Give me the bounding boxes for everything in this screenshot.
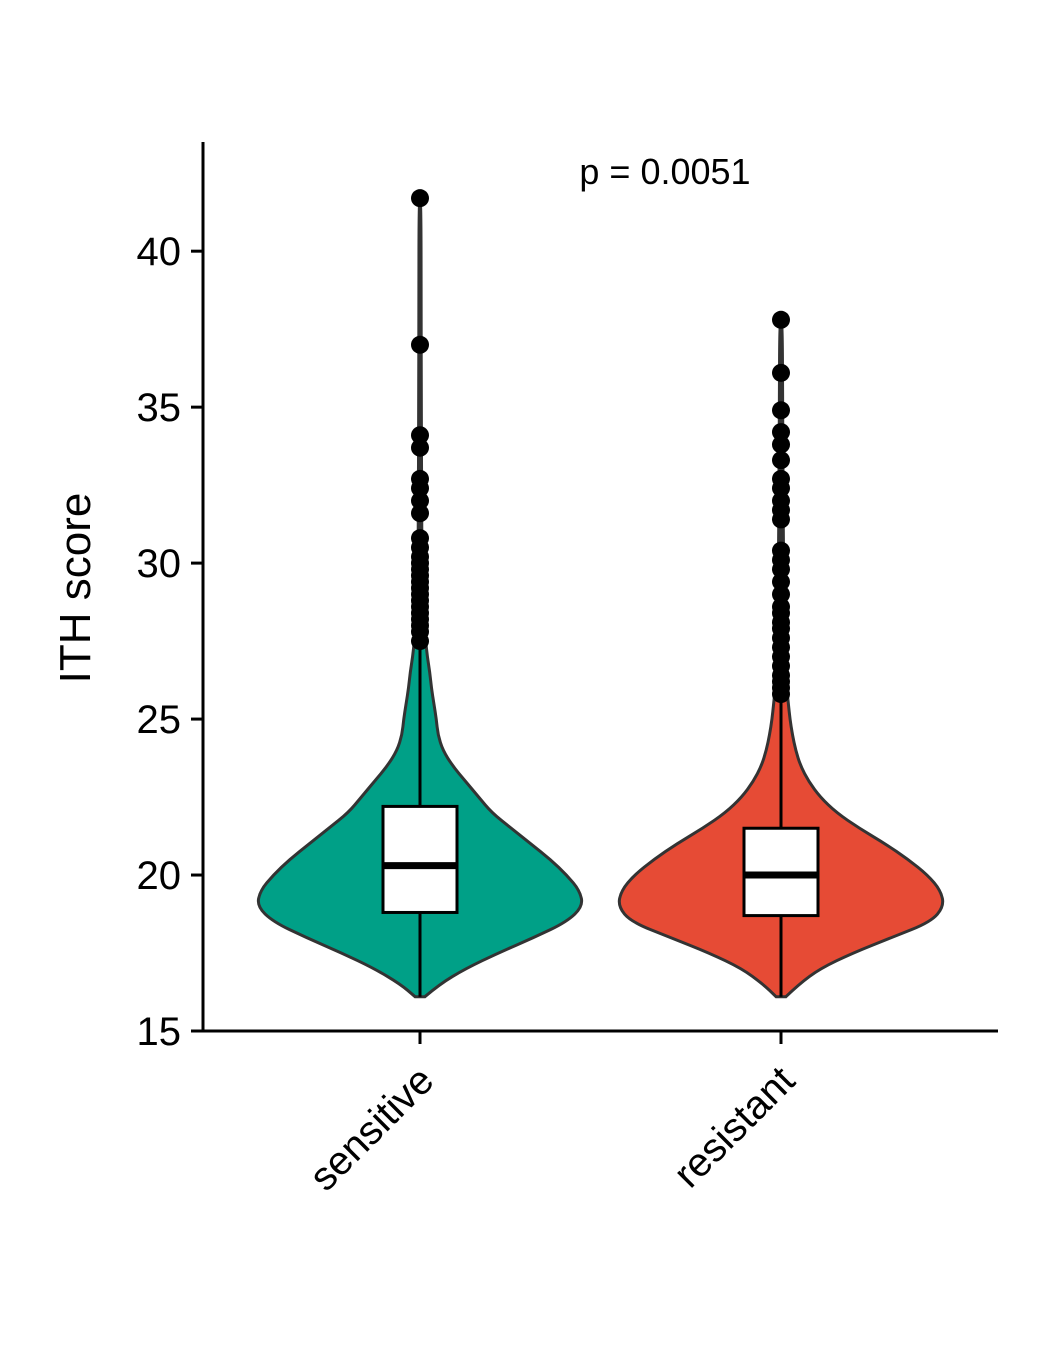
outlier-point	[411, 529, 429, 548]
outlier-point	[772, 469, 790, 488]
violin-group-resistant	[617, 310, 945, 999]
y-tick-label: 25	[137, 698, 182, 742]
outlier-point	[411, 189, 429, 208]
outlier-point	[772, 363, 790, 382]
outlier-point	[411, 335, 429, 354]
outlier-point	[772, 423, 790, 442]
outlier-point	[411, 438, 429, 457]
outlier-point	[411, 426, 429, 445]
outlier-point	[772, 491, 790, 510]
outlier-point	[411, 491, 429, 510]
outlier-point	[772, 435, 790, 454]
box-sensitive	[381, 804, 459, 914]
outlier-point	[772, 541, 790, 560]
violin-group-sensitive	[256, 189, 584, 999]
outlier-point	[772, 597, 790, 616]
outlier-point	[772, 451, 790, 470]
axes-layer: 15 20 25 30 35 40 sensitive resistant	[137, 142, 998, 1199]
x-tick-label-resistant: resistant	[665, 1058, 803, 1196]
violin-layer	[256, 189, 945, 999]
x-axis-ticks: sensitive resistant	[301, 1031, 803, 1199]
y-tick-label: 35	[137, 386, 182, 430]
y-tick-label: 20	[137, 854, 182, 898]
x-tick-label-sensitive: sensitive	[301, 1058, 442, 1199]
y-tick-label: 15	[137, 1010, 182, 1054]
y-tick-label: 30	[137, 542, 182, 586]
outlier-point	[772, 572, 790, 591]
outlier-point	[772, 310, 790, 329]
p-value-annotation: p = 0.0051	[579, 151, 750, 192]
outlier-point	[772, 401, 790, 420]
outlier-point	[411, 469, 429, 488]
y-axis-ticks: 15 20 25 30 35 40	[137, 230, 203, 1054]
y-axis-label: ITH score	[51, 493, 100, 684]
outlier-point	[411, 504, 429, 523]
y-tick-label: 40	[137, 230, 182, 274]
outlier-point	[772, 585, 790, 604]
